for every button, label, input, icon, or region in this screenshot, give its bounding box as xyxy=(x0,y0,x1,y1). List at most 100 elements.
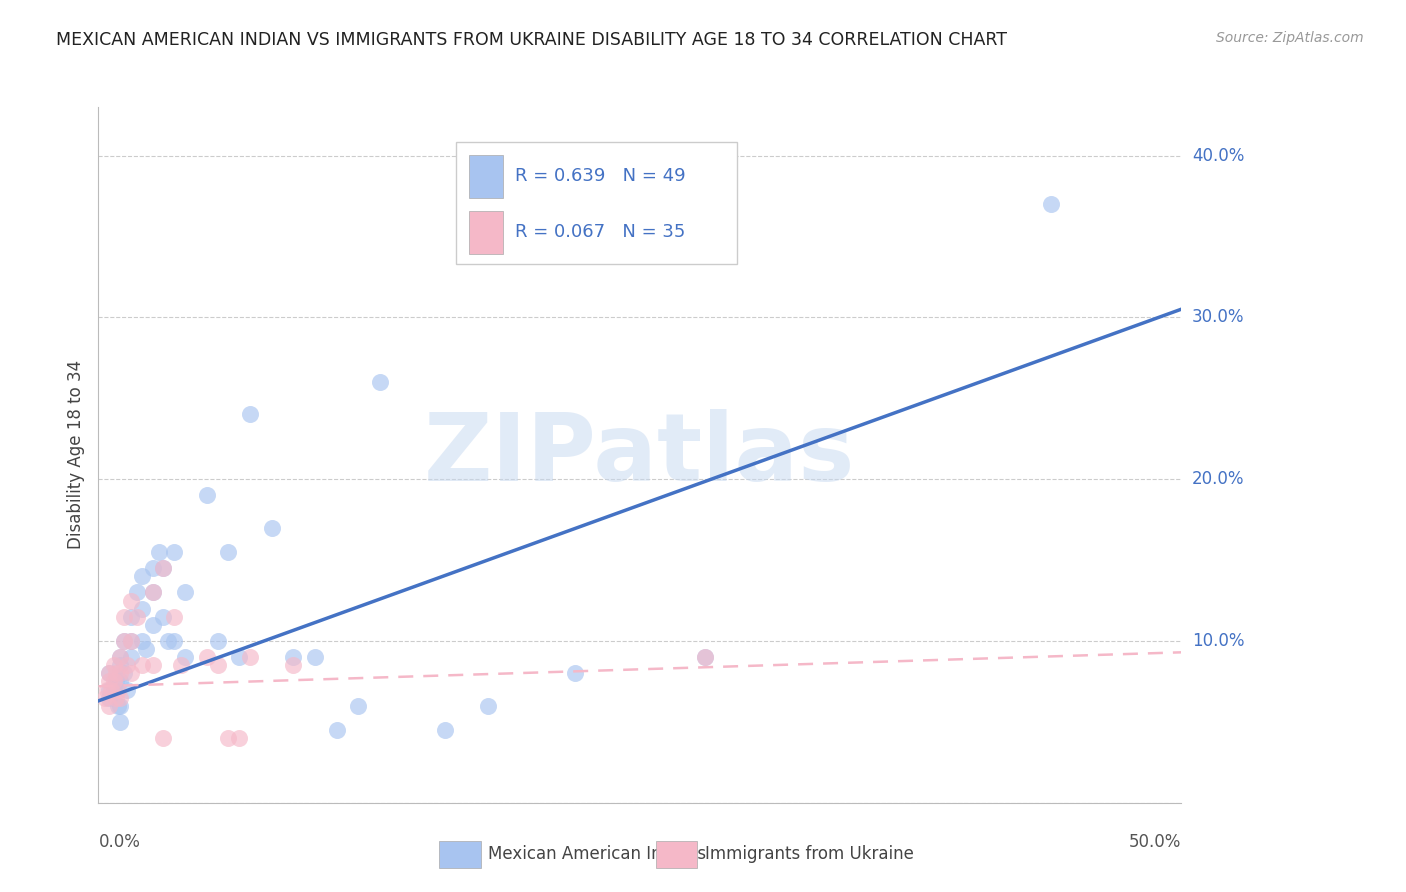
Point xyxy=(693,650,716,665)
Point xyxy=(108,690,131,705)
Text: Mexican American Indians: Mexican American Indians xyxy=(488,846,706,863)
Point xyxy=(1040,197,1063,211)
Point xyxy=(163,545,186,559)
Point xyxy=(260,521,283,535)
Point xyxy=(103,682,125,697)
Point xyxy=(112,609,135,624)
Point xyxy=(98,674,121,689)
Text: 10.0%: 10.0% xyxy=(1192,632,1244,650)
Bar xyxy=(468,211,503,254)
Text: ZIPatlas: ZIPatlas xyxy=(425,409,855,501)
Point xyxy=(108,658,131,673)
Point xyxy=(131,601,153,615)
Point xyxy=(108,674,131,689)
Point xyxy=(195,650,218,665)
Text: Source: ZipAtlas.com: Source: ZipAtlas.com xyxy=(1216,31,1364,45)
Point xyxy=(141,585,165,599)
Text: 50.0%: 50.0% xyxy=(1129,833,1181,851)
Bar xyxy=(440,841,481,868)
Point xyxy=(141,585,165,599)
Point xyxy=(107,682,129,697)
Point xyxy=(141,561,165,575)
Point xyxy=(104,674,127,689)
Point xyxy=(127,609,149,624)
Point xyxy=(96,682,118,697)
Point xyxy=(141,658,165,673)
Point xyxy=(108,714,131,729)
Point xyxy=(433,723,456,737)
Point xyxy=(693,650,716,665)
Point xyxy=(104,690,127,705)
Point xyxy=(103,658,125,673)
Point xyxy=(325,723,347,737)
Point xyxy=(283,658,305,673)
Point xyxy=(112,634,135,648)
Point xyxy=(131,569,153,583)
Point xyxy=(120,609,142,624)
Point xyxy=(100,682,122,697)
FancyBboxPatch shape xyxy=(456,142,737,263)
Point xyxy=(98,690,121,705)
Point xyxy=(108,650,131,665)
Point xyxy=(108,666,131,681)
Point xyxy=(98,666,121,681)
Point xyxy=(120,634,142,648)
Point xyxy=(104,666,127,681)
Point xyxy=(94,690,117,705)
Point xyxy=(112,634,135,648)
Point xyxy=(239,650,262,665)
Point xyxy=(120,650,142,665)
Point xyxy=(98,666,121,681)
Point xyxy=(152,561,174,575)
Point xyxy=(115,682,138,697)
Point xyxy=(228,731,250,745)
Text: MEXICAN AMERICAN INDIAN VS IMMIGRANTS FROM UKRAINE DISABILITY AGE 18 TO 34 CORRE: MEXICAN AMERICAN INDIAN VS IMMIGRANTS FR… xyxy=(56,31,1007,49)
Text: R = 0.067   N = 35: R = 0.067 N = 35 xyxy=(515,223,686,241)
Point xyxy=(207,658,229,673)
Point xyxy=(115,658,138,673)
Point xyxy=(163,609,186,624)
Point xyxy=(207,634,229,648)
Point xyxy=(368,375,391,389)
Point xyxy=(131,634,153,648)
Point xyxy=(304,650,326,665)
Point xyxy=(217,731,239,745)
Point xyxy=(131,658,153,673)
Point xyxy=(564,666,586,681)
Point xyxy=(120,634,142,648)
Point xyxy=(195,488,218,502)
Point xyxy=(152,609,174,624)
Point xyxy=(108,698,131,713)
Y-axis label: Disability Age 18 to 34: Disability Age 18 to 34 xyxy=(66,360,84,549)
Point xyxy=(156,634,179,648)
Point xyxy=(120,593,142,607)
Point xyxy=(135,642,157,657)
Point xyxy=(107,698,129,713)
Point xyxy=(103,674,125,689)
Text: 20.0%: 20.0% xyxy=(1192,470,1244,488)
Bar xyxy=(468,154,503,198)
Text: 30.0%: 30.0% xyxy=(1192,309,1244,326)
Bar xyxy=(657,841,697,868)
Point xyxy=(170,658,193,673)
Point xyxy=(127,585,149,599)
Point xyxy=(163,634,186,648)
Point xyxy=(283,650,305,665)
Point xyxy=(98,698,121,713)
Point xyxy=(239,408,262,422)
Point xyxy=(174,585,197,599)
Point xyxy=(120,666,142,681)
Point xyxy=(152,561,174,575)
Text: R = 0.639   N = 49: R = 0.639 N = 49 xyxy=(515,167,686,185)
Point xyxy=(347,698,370,713)
Point xyxy=(152,731,174,745)
Point xyxy=(228,650,250,665)
Text: 0.0%: 0.0% xyxy=(98,833,141,851)
Point xyxy=(108,650,131,665)
Point xyxy=(148,545,170,559)
Text: 40.0%: 40.0% xyxy=(1192,146,1244,165)
Point xyxy=(112,666,135,681)
Text: Immigrants from Ukraine: Immigrants from Ukraine xyxy=(704,846,914,863)
Point xyxy=(141,617,165,632)
Point xyxy=(217,545,239,559)
